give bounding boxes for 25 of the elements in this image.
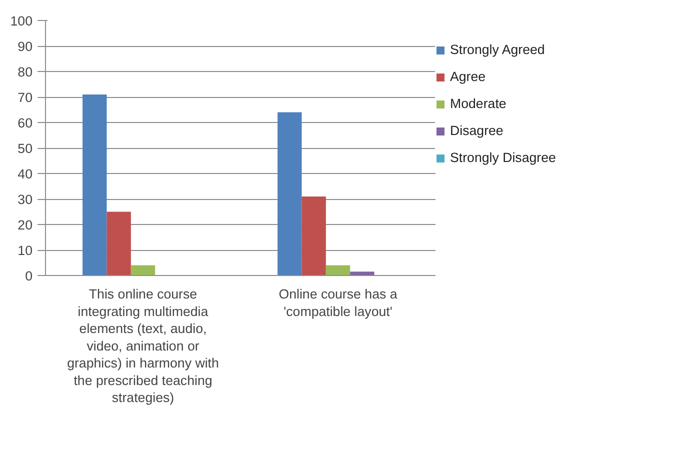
y-tick-label: 70 [18, 90, 33, 105]
legend-label: Agree [450, 69, 486, 84]
x-tick-label: This online course integrating multimedia elements (text, audio, video, animation or graphics) in harmony with the prescribed teaching strategies) [67, 286, 219, 405]
y-tick-label: 50 [18, 141, 33, 156]
bar [278, 112, 302, 276]
bar [326, 265, 350, 276]
y-tick-label: 0 [25, 268, 33, 284]
y-tick-label: 40 [18, 166, 33, 182]
y-tick-label: 20 [18, 218, 33, 232]
bar [82, 94, 107, 276]
legend-label: Moderate [450, 96, 506, 111]
y-tick-label: 30 [18, 192, 33, 207]
bar [302, 196, 326, 276]
x-tick-label: Online course has a 'compatible layout' [278, 286, 398, 319]
y-tick-label: 100 [10, 14, 33, 28]
legend-label: Strongly Agreed [450, 42, 545, 57]
legend-label: Disagree [450, 123, 504, 138]
y-tick-label: 80 [18, 64, 33, 80]
bar [106, 212, 131, 276]
bar [130, 265, 156, 276]
legend-label: Strongly Disagree [450, 150, 556, 165]
bar [350, 272, 374, 276]
y-tick-label: 60 [18, 116, 33, 130]
y-tick-label: 90 [18, 39, 33, 54]
y-tick-label: 10 [18, 243, 33, 258]
